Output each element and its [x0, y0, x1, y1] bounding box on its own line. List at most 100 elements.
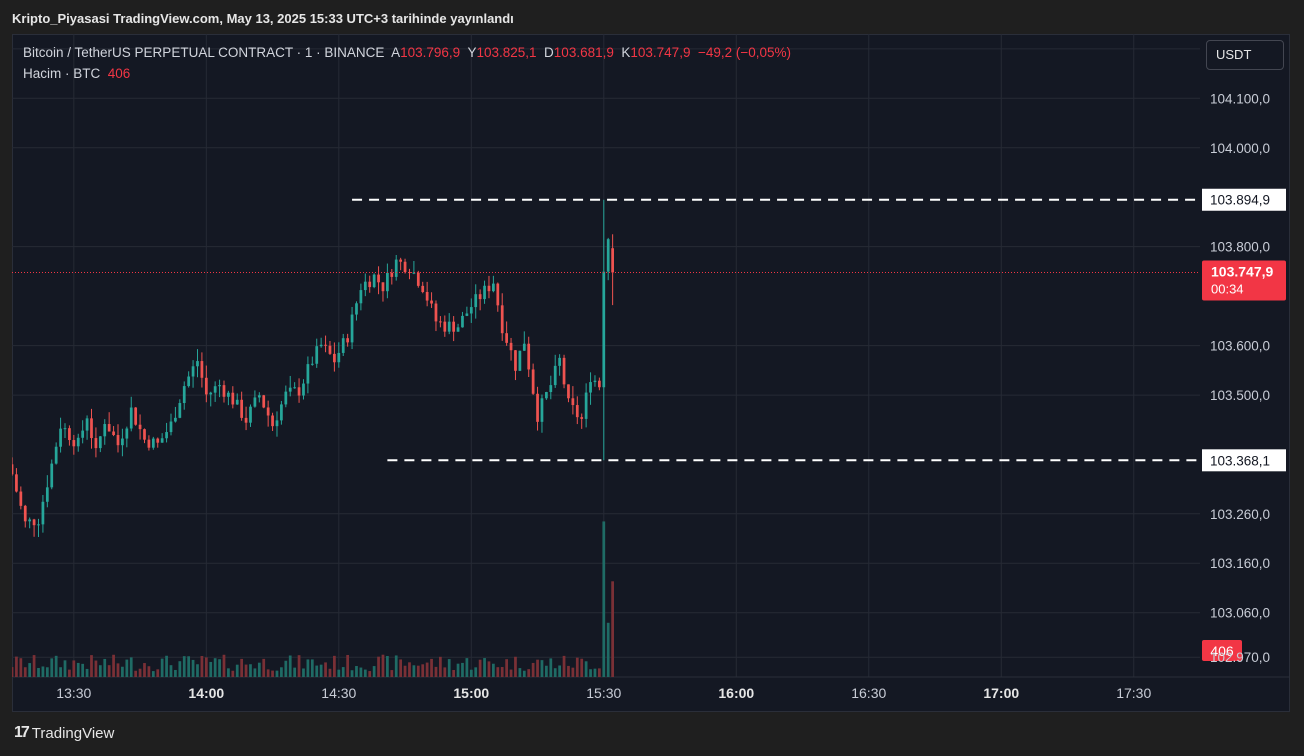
volume-bar [174, 669, 177, 677]
high-value: 103.825,1 [476, 45, 537, 60]
volume-bar [187, 656, 191, 677]
volume-bar [125, 659, 129, 677]
volume-axis-box [1202, 640, 1242, 661]
price-tick-label: 103.160,0 [1210, 556, 1270, 571]
price-axis: 104.200,0104.100,0104.000,0103.800,0103.… [1210, 42, 1270, 665]
volume-bar [518, 668, 522, 677]
time-tick-label: 16:30 [851, 685, 886, 701]
volume-bar [598, 668, 601, 677]
volume-bar [496, 667, 500, 677]
volume-bar [430, 658, 433, 677]
volume-bar [116, 663, 120, 677]
footer-brand[interactable]: 17 TradingView [14, 724, 114, 742]
candle-body [337, 352, 341, 363]
candle-body [81, 430, 85, 438]
candle-body [567, 384, 570, 399]
candle-body [509, 342, 513, 351]
candle-body [165, 432, 168, 439]
volume-bar [306, 659, 310, 677]
volume-bar [196, 664, 199, 677]
candle-body [531, 369, 535, 394]
candle-body [98, 436, 102, 449]
volume-bar [465, 658, 469, 677]
volume-bar [390, 670, 394, 677]
volume-bar [98, 665, 102, 677]
candle-body [240, 399, 244, 418]
candle-body [430, 300, 433, 304]
volume-bar [456, 663, 460, 677]
candle-body [394, 259, 398, 277]
candle-body [386, 272, 389, 292]
volume-bar [567, 665, 570, 677]
candle-body [37, 524, 40, 526]
volume-bar [386, 656, 389, 677]
candle-body [68, 428, 71, 441]
candle-body [156, 438, 160, 443]
candle-body [213, 386, 217, 393]
volume-bar [209, 661, 213, 677]
low-label: D [544, 45, 554, 60]
candle-body [218, 385, 221, 387]
candle-body [606, 239, 610, 272]
volume-bar [545, 665, 548, 677]
time-tick-label: 14:00 [188, 685, 224, 701]
volume-bar [231, 670, 235, 677]
volume-bar [553, 668, 557, 677]
volume-bar [275, 670, 279, 677]
chart-panel[interactable] [12, 34, 1290, 712]
candle-body [112, 431, 115, 436]
level-label-box [1202, 188, 1286, 211]
candle-body [76, 437, 80, 447]
volume-bar [478, 659, 482, 677]
price-tick-label: 103.500,0 [1210, 388, 1270, 403]
candle-body [324, 344, 327, 346]
candle-body [12, 464, 14, 475]
volume-label[interactable]: Hacim · BTC [23, 66, 101, 81]
volume-bar [81, 663, 85, 677]
volume-bar [350, 670, 354, 677]
time-tick-label: 15:30 [586, 685, 621, 701]
volume-bar [218, 659, 221, 677]
volume-bar [284, 660, 288, 677]
candle-body [341, 338, 345, 353]
low-value: 103.681,9 [553, 45, 614, 60]
candle-body [271, 415, 274, 427]
candle-body [302, 383, 305, 396]
candle-body [249, 406, 252, 423]
candle-body [50, 463, 54, 488]
price-tick-label: 103.260,0 [1210, 507, 1270, 522]
volume-bar [41, 666, 45, 677]
candle-body [204, 377, 208, 395]
currency-button[interactable]: USDT [1206, 40, 1284, 70]
volume-bar [45, 667, 49, 677]
candle-body [469, 307, 473, 314]
volume-bar [227, 668, 230, 677]
change-value: −49,2 (−0,05%) [697, 45, 792, 60]
volume-bar [562, 655, 566, 677]
volume-bar [421, 664, 425, 677]
candle-body [129, 407, 133, 429]
volume-bar [509, 669, 513, 677]
candle-body [575, 405, 579, 418]
countdown-label: 00:34 [1211, 281, 1244, 296]
candle-body [19, 491, 23, 506]
volume-bar [315, 665, 319, 677]
price-chart[interactable]: 103.894,9 103.368,1 103.747,9 00:34 406 104.… [12, 34, 1290, 712]
volume-bar [169, 665, 173, 677]
volume-bar [297, 655, 301, 677]
time-tick-label: 16:00 [718, 685, 754, 701]
volume-bar [399, 659, 403, 677]
candle-body [363, 281, 367, 291]
volume-bar [355, 666, 358, 677]
tradingview-logo-icon: 17 [14, 724, 30, 741]
volume-bar [37, 667, 40, 677]
volume-bar [540, 660, 544, 677]
volume-bar [288, 655, 292, 677]
volume-bar [90, 655, 93, 677]
symbol-title[interactable]: Bitcoin / TetherUS PERPETUAL CONTRACT · … [23, 45, 385, 60]
volume-bar [165, 655, 168, 677]
candle-body [474, 294, 478, 308]
candle-body [514, 350, 517, 371]
volume-bar [434, 666, 438, 677]
candle-body [222, 385, 226, 397]
